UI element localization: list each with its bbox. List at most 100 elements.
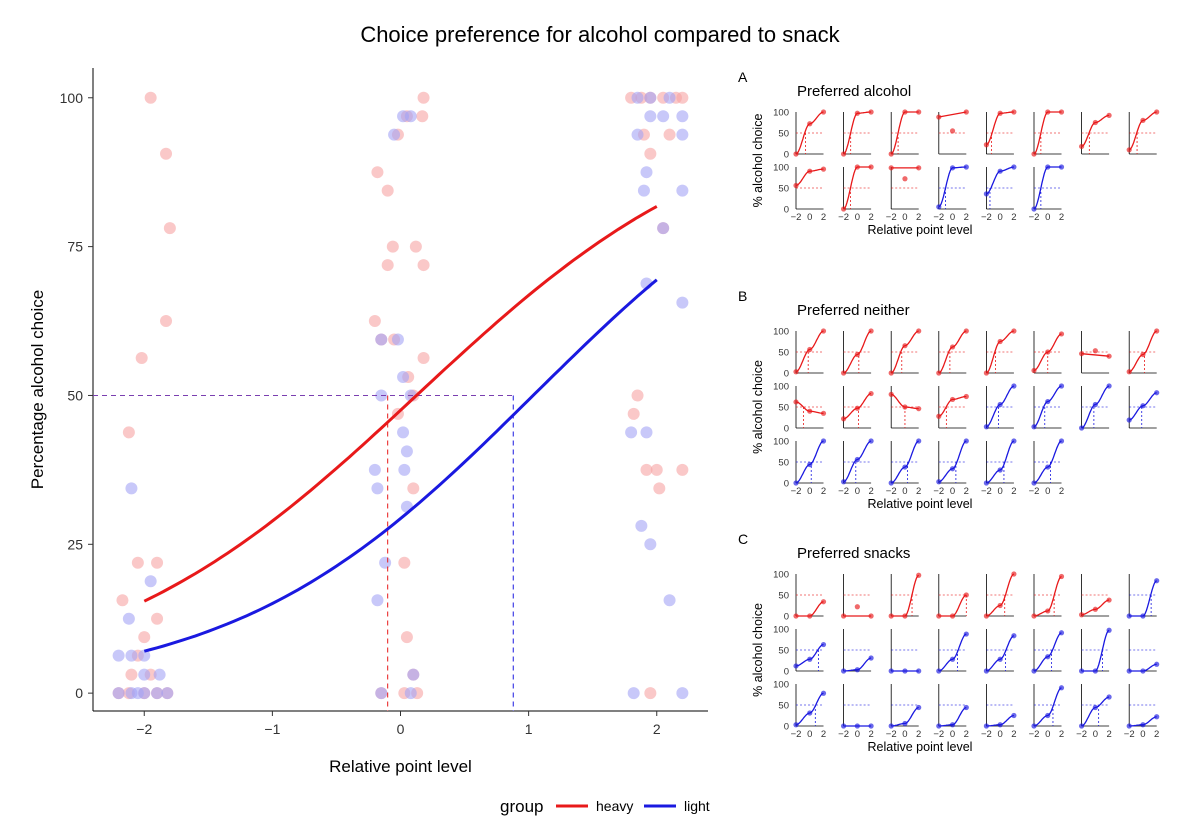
small-data-point (1031, 613, 1037, 619)
small-x-tick-label: 2 (1106, 729, 1111, 740)
data-point-light (161, 687, 174, 700)
small-data-point (1045, 712, 1051, 719)
data-point-heavy (409, 240, 422, 253)
small-data-point (1154, 109, 1160, 115)
small-data-point (1045, 398, 1051, 405)
small-x-tick-label: 2 (868, 729, 873, 740)
data-point-heavy (631, 389, 644, 402)
small-data-point (916, 406, 922, 412)
small-data-point (793, 722, 799, 728)
legend-label-light: light (684, 798, 710, 814)
small-x-tick-label: 0 (998, 212, 1003, 223)
small-data-point (1140, 403, 1146, 409)
small-data-point (983, 191, 990, 197)
data-point-light (391, 333, 404, 346)
data-point-light (625, 426, 638, 439)
small-data-point (807, 710, 813, 716)
small-x-tick-label: 0 (855, 729, 860, 740)
small-x-tick-label: 2 (1154, 729, 1159, 740)
data-point-light (676, 184, 689, 197)
small-x-tick-label: −2 (791, 729, 802, 740)
small-data-point (997, 656, 1003, 662)
data-point-heavy (125, 668, 138, 681)
small-data-point (807, 461, 813, 468)
small-x-tick-label: 2 (1011, 729, 1016, 740)
data-point-light (640, 166, 653, 179)
small-data-point (1058, 573, 1065, 580)
panel-title-c: Preferred snacks (797, 545, 910, 562)
small-y-tick-label: 0 (784, 722, 789, 733)
fit-curve-light (143, 278, 658, 653)
small-data-point (902, 343, 908, 349)
small-y-tick-label: 50 (778, 403, 789, 414)
small-data-point (997, 602, 1003, 609)
small-data-point (1092, 119, 1098, 126)
small-data-point (1126, 417, 1132, 423)
data-point-heavy (381, 184, 394, 197)
panel-title-b: Preferred neither (797, 302, 910, 319)
small-data-point (1106, 112, 1112, 118)
small-x-axis-title: Relative point level (868, 497, 973, 511)
data-point-heavy (644, 147, 657, 160)
small-data-point (997, 722, 1003, 728)
small-y-axis-title: % alcohol choice (751, 360, 765, 454)
small-data-point (902, 109, 908, 115)
small-data-point (1126, 369, 1132, 375)
small-data-point (936, 413, 942, 419)
small-x-tick-label: 0 (950, 212, 955, 223)
small-fit-line (795, 643, 824, 667)
small-data-point (1079, 668, 1085, 674)
data-point-light (397, 426, 410, 439)
small-fit-line (795, 692, 824, 726)
x-tick-label: −2 (136, 721, 152, 737)
small-y-tick-label: 0 (784, 667, 789, 678)
small-data-point (902, 668, 908, 674)
small-data-point (1154, 578, 1160, 584)
small-data-point (841, 370, 847, 376)
small-fit-line (1129, 580, 1158, 617)
data-point-light (657, 222, 670, 235)
data-point-heavy (398, 556, 411, 569)
small-data-point (1031, 723, 1037, 729)
small-data-point (902, 176, 908, 182)
small-fit-line (1081, 629, 1110, 672)
small-data-point (888, 480, 894, 486)
data-point-light (635, 519, 648, 532)
small-x-tick-label: 0 (1140, 729, 1145, 740)
small-fit-line (938, 166, 967, 208)
small-fit-line (1033, 632, 1062, 672)
data-point-heavy (163, 222, 176, 235)
data-point-light (379, 556, 392, 569)
x-tick-label: 2 (653, 721, 661, 737)
small-x-tick-label: 2 (1011, 212, 1016, 223)
small-x-tick-label: 0 (1045, 729, 1050, 740)
small-data-point (807, 613, 813, 619)
small-x-tick-label: 2 (916, 212, 921, 223)
small-data-point (888, 668, 894, 674)
small-data-point (1045, 164, 1051, 170)
small-fit-line (986, 635, 1015, 672)
small-x-tick-label: −2 (1029, 486, 1040, 497)
small-x-tick-label: −2 (838, 212, 849, 223)
small-data-point (902, 404, 908, 410)
small-x-tick-label: 2 (868, 486, 873, 497)
small-data-point (983, 668, 990, 674)
small-data-point (1011, 164, 1017, 170)
small-data-point (1154, 714, 1160, 720)
small-data-point (1045, 464, 1051, 470)
small-x-tick-label: 2 (821, 486, 826, 497)
small-data-point (820, 641, 827, 648)
small-data-point (949, 344, 956, 350)
y-tick-label: 75 (67, 239, 83, 255)
data-point-heavy (663, 128, 676, 141)
data-point-heavy (368, 315, 381, 328)
small-x-tick-label: 0 (998, 729, 1003, 740)
data-point-light (404, 687, 417, 700)
small-x-tick-label: −2 (791, 486, 802, 497)
data-point-light (151, 687, 164, 700)
small-data-point (1011, 383, 1017, 389)
small-data-point (949, 613, 956, 619)
small-data-point (820, 166, 827, 172)
small-x-tick-label: −2 (933, 729, 944, 740)
legend-label-heavy: heavy (596, 798, 633, 814)
